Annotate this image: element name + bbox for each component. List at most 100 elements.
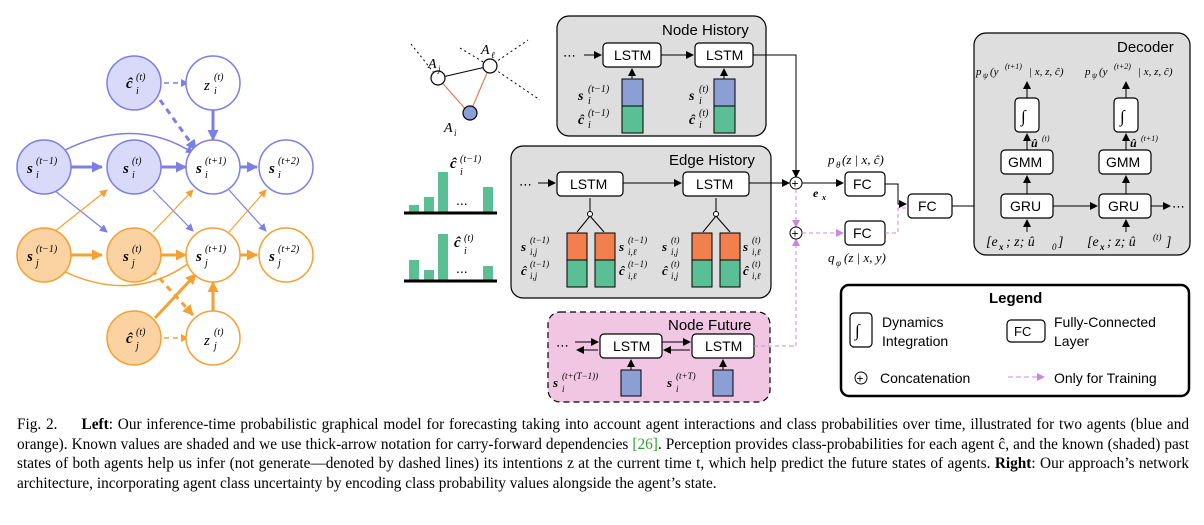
gmm-2 [1098, 149, 1152, 175]
svg-text:Dynamics: Dynamics [882, 314, 943, 330]
svg-text:Only for Training: Only for Training [1054, 370, 1157, 386]
svg-text:(t+T): (t+T) [676, 371, 696, 381]
svg-text:(t): (t) [699, 84, 709, 95]
node-history-state-cur [713, 78, 736, 107]
caption-part-2: . Perception provides class-probabilitie… [17, 435, 1189, 473]
svg-text:(z | x, ĉ): (z | x, ĉ) [842, 152, 884, 167]
svg-text:LSTM: LSTM [696, 176, 733, 192]
node-s-j-t: s (t) j [106, 227, 162, 283]
svg-text:FC: FC [1014, 324, 1031, 339]
agent-graph: A j A ℓ A i [410, 39, 541, 138]
node-history-panel: Node History ⋯ LSTM LSTM s (t−1) i ĉ (t−… [556, 15, 767, 137]
svg-text:⋯: ⋯ [1172, 199, 1185, 214]
node-history-dots: ⋯ [563, 48, 576, 63]
svg-text:(t): (t) [671, 259, 680, 269]
agent-l-node [482, 58, 498, 74]
svg-text:(t−1): (t−1) [628, 259, 647, 269]
svg-text:(t−1): (t−1) [530, 235, 549, 245]
svg-text:GMM: GMM [1008, 154, 1042, 170]
svg-text:s: s [122, 249, 129, 265]
svg-text:j: j [34, 258, 39, 269]
svg-text:s: s [195, 249, 202, 265]
node-s-i-tm1: s (t−1) i [16, 139, 72, 195]
svg-text:(t−1): (t−1) [460, 154, 482, 165]
svg-text:(t): (t) [132, 156, 142, 167]
svg-text:[e: [e [986, 235, 998, 250]
node-history-title: Node History [662, 22, 749, 39]
node-history-state-prev [621, 78, 644, 107]
histogram-tm1: ... ĉ (t−1) i [404, 154, 497, 215]
svg-text:(t+1): (t+1) [1141, 134, 1158, 143]
svg-text:i: i [676, 384, 679, 394]
svg-text:Fully-Connected: Fully-Connected [1054, 314, 1156, 330]
svg-text:(t+(T−1)): (t+(T−1)) [562, 371, 598, 381]
svg-text:| x, z, ĉ): | x, z, ĉ) [1138, 66, 1173, 78]
svg-text:s: s [195, 161, 202, 177]
svg-text:ĉ: ĉ [743, 263, 750, 278]
svg-text:s: s [688, 89, 695, 104]
svg-text:s: s [666, 375, 672, 390]
svg-text:s: s [520, 239, 526, 254]
svg-text:p: p [975, 66, 982, 78]
svg-text:⋯: ⋯ [556, 338, 569, 353]
legend-concat-icon [854, 371, 868, 385]
svg-text:]: ] [1165, 235, 1171, 250]
svg-text:j: j [130, 258, 135, 269]
svg-text:...: ... [456, 192, 468, 208]
svg-text:...: ... [456, 260, 468, 276]
svg-text:(y: (y [990, 66, 999, 78]
svg-text:i,j: i,j [530, 271, 538, 281]
svg-text:e: e [813, 186, 819, 200]
edge-history-lstm-2 [682, 171, 750, 197]
graphical-model: ĉ (t) i z (t) i s (t−1) i s (t) i s (t+1… [16, 55, 314, 366]
svg-text:(t−1): (t−1) [588, 84, 610, 95]
svg-text:FC: FC [853, 176, 872, 192]
svg-text:+: + [792, 227, 799, 241]
svg-text:⋯: ⋯ [519, 177, 532, 192]
caption-ref-link[interactable]: [26] [632, 435, 658, 453]
svg-text:(z | x, y): (z | x, y) [844, 250, 886, 265]
svg-text:FC: FC [853, 225, 872, 241]
caption-right-label: Right [994, 455, 1032, 472]
svg-text:(t): (t) [214, 72, 224, 83]
svg-text:∫: ∫ [854, 321, 861, 341]
svg-text:i: i [699, 120, 702, 131]
legend-integrator-icon [849, 312, 873, 348]
svg-text:ψ: ψ [1092, 71, 1098, 80]
svg-text:A: A [427, 57, 437, 72]
decoder-title: Decoder [1117, 39, 1174, 56]
svg-text:Layer: Layer [1054, 333, 1089, 349]
legend-fc-icon [1006, 319, 1046, 343]
caption-fig-label: Fig. 2. [17, 416, 58, 433]
svg-text:i: i [454, 128, 457, 138]
node-future-lstm-1 [599, 333, 663, 359]
svg-text:i: i [699, 96, 702, 107]
svg-text:i,j: i,j [671, 247, 679, 257]
svg-text:z: z [203, 333, 210, 349]
svg-text:i: i [136, 86, 139, 97]
svg-text:i,ℓ: i,ℓ [628, 247, 637, 257]
orange-edges [53, 189, 267, 342]
svg-text:(t+1): (t+1) [205, 156, 227, 167]
svg-text:(t): (t) [671, 235, 680, 245]
caption-part-3: : Our approach’s network architecture, i… [17, 455, 1189, 492]
svg-text:i: i [460, 167, 463, 178]
svg-text:û: û [1130, 136, 1137, 150]
svg-text:[e: [e [1087, 235, 1099, 250]
svg-text:q: q [828, 250, 835, 265]
svg-text:i,ℓ: i,ℓ [752, 247, 761, 257]
svg-text:A: A [480, 43, 490, 58]
svg-text:i: i [464, 246, 467, 257]
svg-text:(t−1): (t−1) [530, 259, 549, 269]
node-c-i-t: ĉ (t) i [106, 55, 162, 111]
svg-text:i,ℓ: i,ℓ [628, 271, 637, 281]
node-s-j-tm1: s (t−1) j [16, 227, 72, 283]
svg-text:i,j: i,j [671, 271, 679, 281]
node-future-panel: Node Future ⋯ LSTM LSTM s (t+(T−1)) i s … [547, 311, 790, 403]
svg-text:i: i [278, 170, 281, 181]
svg-text:ĉ: ĉ [521, 263, 528, 278]
caption-part-1: : Our inference-time probabilistic graph… [17, 416, 1189, 453]
svg-text:s: s [618, 239, 624, 254]
svg-text:θ: θ [836, 160, 841, 170]
svg-text:s: s [552, 375, 558, 390]
